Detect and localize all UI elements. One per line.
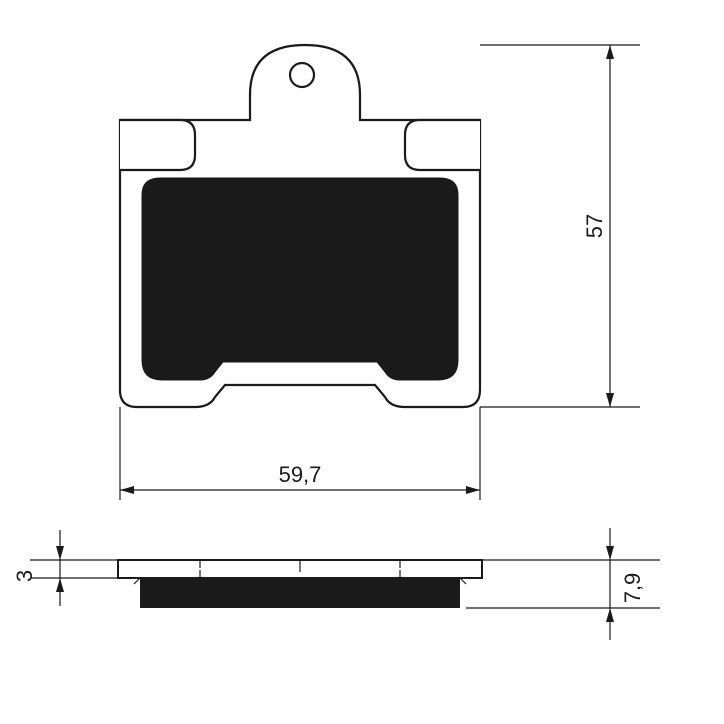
left-shoulder-notch <box>120 120 195 170</box>
dim-plate-thickness: 3 <box>12 530 118 606</box>
side-friction-pad <box>140 578 460 608</box>
drawing-canvas: 59,7 57 3 <box>0 0 724 724</box>
dim-total-thickness: 7,9 <box>466 528 660 640</box>
dim-height-value: 57 <box>582 214 607 238</box>
front-view <box>120 45 480 407</box>
dim-height: 57 <box>480 45 640 407</box>
side-view <box>118 560 482 608</box>
dim-total-value: 7,9 <box>620 573 645 604</box>
friction-pad <box>142 178 458 380</box>
right-shoulder-notch <box>405 120 480 170</box>
dim-plate-value: 3 <box>12 570 37 582</box>
dim-width-value: 59,7 <box>279 462 322 487</box>
dim-width: 59,7 <box>120 407 480 500</box>
mounting-hole <box>290 63 314 87</box>
